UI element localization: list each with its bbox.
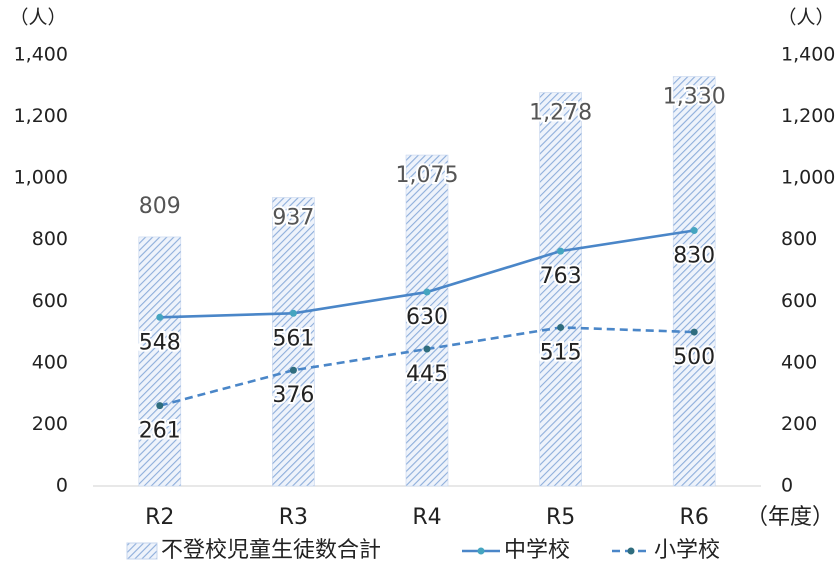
line-marker [423, 288, 431, 296]
line-value-label: 561 [272, 326, 314, 351]
x-tick-label: R2 [145, 505, 174, 530]
y-tick-label: 200 [32, 413, 68, 435]
line-value-label: 548 [139, 330, 181, 355]
x-axis-unit: （年度） [746, 505, 834, 530]
y-tick-label: 1,200 [14, 105, 68, 127]
bar-value-label: 1,075 [396, 163, 459, 188]
line-marker [156, 313, 164, 321]
y2-tick-label: 1,000 [781, 167, 835, 189]
y-axis-unit: （人） [9, 7, 66, 29]
legend-label: 中学校 [504, 538, 570, 563]
legend-marker [627, 547, 635, 555]
bar [138, 236, 182, 487]
legend-swatch [126, 542, 158, 560]
y2-tick-label: 800 [781, 228, 817, 250]
legend-marker [477, 547, 485, 555]
y-tick-label: 1,400 [14, 44, 68, 66]
y2-tick-label: 1,400 [781, 44, 835, 66]
line-marker [156, 402, 164, 410]
y2-tick-label: 1,200 [781, 105, 835, 127]
line-marker [423, 345, 431, 353]
line-value-label: 261 [139, 419, 181, 444]
x-tick-label: R6 [680, 505, 709, 530]
legend-label: 小学校 [654, 538, 720, 563]
bar-value-label: 809 [139, 194, 181, 219]
line-value-label: 763 [540, 264, 582, 289]
y-tick-label: 0 [56, 475, 68, 497]
x-tick-label: R5 [546, 505, 575, 530]
y2-tick-label: 0 [781, 475, 793, 497]
x-tick-label: R3 [279, 505, 308, 530]
line-value-label: 500 [673, 345, 715, 370]
bar [539, 92, 582, 487]
line-marker [690, 226, 698, 234]
bar-value-label: 1,330 [663, 85, 726, 110]
x-tick-label: R4 [412, 505, 441, 530]
y-tick-label: 400 [32, 351, 68, 373]
line-value-label: 830 [673, 243, 715, 268]
bar-value-label: 937 [272, 206, 314, 231]
y-tick-label: 1,000 [14, 167, 68, 189]
y-tick-label: 800 [32, 228, 68, 250]
line-value-label: 630 [406, 305, 448, 330]
y2-tick-label: 200 [781, 413, 817, 435]
y-tick-label: 600 [32, 290, 68, 312]
y2-tick-label: 400 [781, 351, 817, 373]
line-marker [690, 328, 698, 336]
line-marker [557, 247, 565, 255]
bar [672, 76, 716, 487]
line-marker [289, 366, 297, 374]
y2-axis-unit: （人） [777, 7, 834, 29]
bar [405, 154, 449, 487]
line-value-label: 376 [272, 383, 314, 408]
y2-tick-label: 600 [781, 290, 817, 312]
bar-value-label: 1,278 [529, 101, 592, 126]
line-value-label: 515 [540, 340, 582, 365]
line-marker [557, 323, 565, 331]
line-value-label: 445 [406, 362, 448, 387]
line-marker [289, 309, 297, 317]
bar [272, 197, 315, 487]
legend-label: 不登校児童生徒数合計 [161, 538, 381, 563]
